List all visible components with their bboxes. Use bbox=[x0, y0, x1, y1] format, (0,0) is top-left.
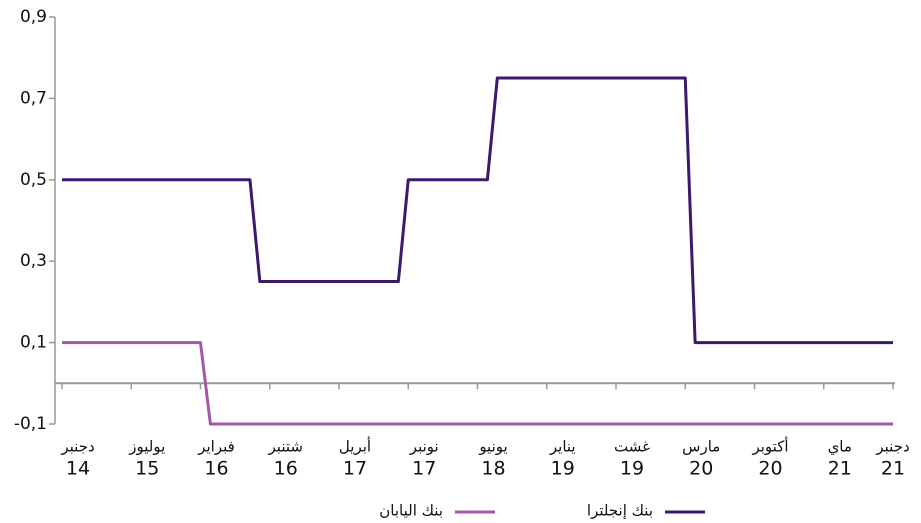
y-tick-label: 0,3 bbox=[20, 251, 47, 271]
series-line bbox=[62, 341, 893, 426]
y-tick-label: 0,5 bbox=[20, 170, 47, 190]
y-tick-label: -0,1 bbox=[14, 414, 47, 434]
x-tick-label: 19 bbox=[620, 458, 644, 480]
x-tick-label: شتنبر bbox=[268, 438, 303, 456]
x-tick-label: 20 bbox=[758, 458, 782, 480]
x-tick-label: 14 bbox=[66, 458, 90, 480]
x-tick-label: 18 bbox=[481, 458, 505, 480]
x-tick-label: 21 bbox=[881, 458, 905, 480]
y-tick-label: 0,9 bbox=[20, 7, 47, 27]
x-tick-label: 20 bbox=[689, 458, 713, 480]
x-tick-label: دجنبر bbox=[875, 438, 909, 456]
x-tick-label: دجنبر bbox=[60, 438, 94, 456]
x-tick-label: يناير bbox=[549, 438, 576, 456]
series-line bbox=[62, 76, 893, 345]
x-tick-label: مارس bbox=[682, 438, 720, 456]
x-tick-label: غشت bbox=[614, 438, 650, 456]
x-tick-label: نونبر bbox=[409, 438, 439, 456]
x-tick-label: أبريل bbox=[339, 437, 371, 456]
x-tick-label: 16 bbox=[274, 458, 298, 480]
x-tick-label: أكتوبر bbox=[751, 437, 788, 456]
x-tick-label: 16 bbox=[204, 458, 228, 480]
legend-label: بنك إنجلترا bbox=[587, 502, 653, 520]
y-tick-label: 0,7 bbox=[20, 88, 47, 108]
x-tick-label: 21 bbox=[828, 458, 852, 480]
x-tick-label: فبراير bbox=[197, 438, 235, 456]
x-tick-label: ماي bbox=[828, 438, 852, 457]
y-tick-label: 0,1 bbox=[20, 333, 47, 353]
x-tick-label: 19 bbox=[551, 458, 575, 480]
x-tick-label: 17 bbox=[412, 458, 436, 480]
x-tick-label: 17 bbox=[343, 458, 367, 480]
x-tick-label: يونيو bbox=[478, 438, 507, 456]
legend-label: بنك اليابان bbox=[379, 502, 443, 520]
x-tick-label: يوليوز bbox=[128, 438, 165, 456]
x-tick-label: 15 bbox=[135, 458, 159, 480]
